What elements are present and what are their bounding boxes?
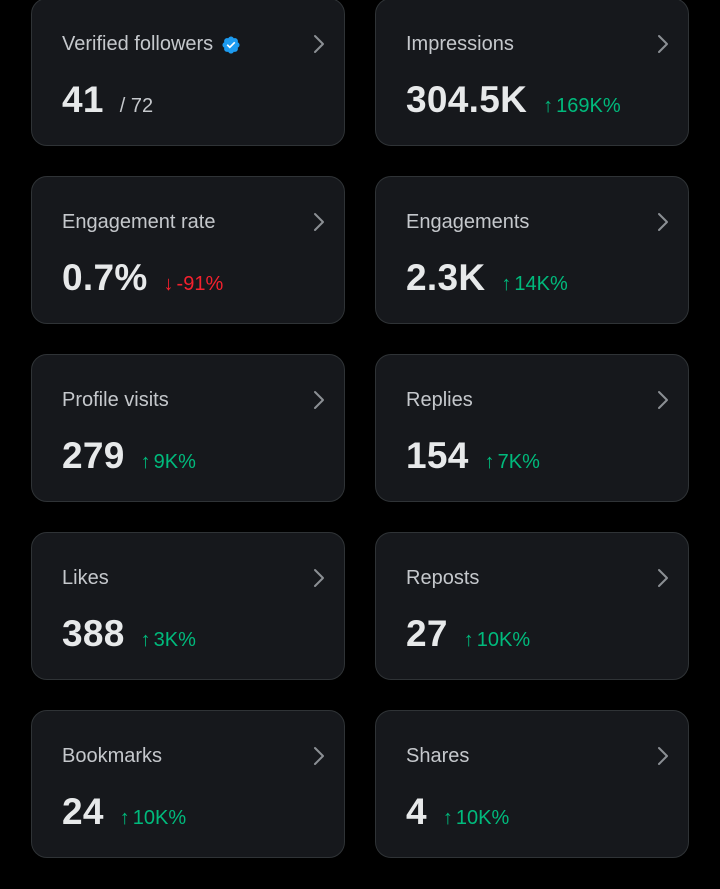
arrow-up-icon: ↑ (119, 807, 130, 829)
metric-title-label: Likes (62, 567, 109, 589)
metric-title: Bookmarks (62, 745, 162, 768)
metric-value-row: 4 ↑ 10K% (406, 791, 509, 833)
metric-title-label: Reposts (406, 567, 480, 589)
arrow-up-icon: ↑ (463, 629, 474, 651)
metric-title-label: Bookmarks (62, 745, 163, 767)
metric-value-row: 41 / 72 (62, 79, 153, 121)
chevron-right-icon (314, 747, 324, 765)
metric-title: Verified followers (62, 33, 241, 56)
metric-change-value: 169K% (556, 95, 621, 117)
metric-value-row: 154 ↑ 7K% (406, 435, 540, 477)
chevron-right-icon (658, 35, 668, 53)
verified-badge-icon (222, 35, 240, 54)
metric-value-row: 279 ↑ 9K% (62, 435, 196, 477)
metric-title: Impressions (406, 33, 514, 56)
arrow-up-icon: ↑ (543, 95, 554, 117)
metric-change: ↑ 169K% (543, 95, 621, 118)
metric-card-replies[interactable]: Replies 154 ↑ 7K% (375, 354, 689, 502)
metric-title-label: Profile visits (62, 389, 169, 411)
chevron-right-icon (314, 569, 324, 587)
metric-value: 24 (62, 791, 104, 832)
chevron-right-icon (314, 213, 324, 231)
metrics-grid: Verified followers 41 / 72 Impressions 304.5… (31, 0, 689, 858)
chevron-right-icon (314, 391, 324, 409)
metric-change-value: 14K% (514, 273, 568, 295)
metric-title: Replies (406, 389, 473, 412)
metric-change-value: 10K% (476, 629, 531, 651)
metric-value: 4 (406, 791, 427, 832)
metric-value-row: 27 ↑ 10K% (406, 613, 530, 655)
metric-change: ↑ 10K% (443, 807, 509, 830)
metric-value-row: 2.3K ↑ 14K% (406, 257, 568, 299)
metric-value: 27 (406, 613, 448, 654)
metric-value: 388 (62, 613, 125, 654)
chevron-right-icon (658, 213, 668, 231)
metric-value-row: 0.7% ↓ -91% (62, 257, 223, 299)
metric-value: 0.7% (62, 257, 148, 298)
metric-value: 2.3K (406, 257, 486, 298)
metric-title: Engagement rate (62, 211, 215, 234)
metric-card-engagements[interactable]: Engagements 2.3K ↑ 14K% (375, 176, 689, 324)
metric-change-value: 9K% (153, 451, 196, 473)
metric-card-shares[interactable]: Shares 4 ↑ 10K% (375, 710, 689, 858)
metric-title: Shares (406, 745, 469, 768)
metric-card-profile-visits[interactable]: Profile visits 279 ↑ 9K% (31, 354, 345, 502)
metric-value: 154 (406, 435, 469, 476)
arrow-down-icon: ↓ (163, 273, 174, 295)
metric-value-row: 388 ↑ 3K% (62, 613, 196, 655)
metric-value: 41 (62, 79, 104, 120)
metric-title-label: Impressions (406, 33, 514, 55)
arrow-up-icon: ↑ (501, 273, 512, 295)
metric-change-value: 10K% (132, 807, 187, 829)
metric-title: Likes (62, 567, 109, 590)
chevron-right-icon (658, 747, 668, 765)
metric-change: ↑ 14K% (501, 273, 567, 296)
metric-change: ↑ 3K% (141, 629, 196, 652)
metric-title-label: Replies (406, 389, 473, 411)
chevron-right-icon (658, 569, 668, 587)
metric-change-value: 7K% (497, 451, 540, 473)
metric-value: 304.5K (406, 79, 528, 120)
metric-value: 279 (62, 435, 125, 476)
arrow-up-icon: ↑ (442, 807, 453, 829)
metric-title: Engagements (406, 211, 529, 234)
chevron-right-icon (658, 391, 668, 409)
metric-card-engagement-rate[interactable]: Engagement rate 0.7% ↓ -91% (31, 176, 345, 324)
metric-title-label: Shares (406, 745, 470, 767)
arrow-up-icon: ↑ (140, 629, 151, 651)
metric-card-verified-followers[interactable]: Verified followers 41 / 72 (31, 0, 345, 146)
metric-change-value: -91% (176, 273, 224, 295)
metric-change: ↑ 10K% (464, 629, 530, 652)
metric-card-bookmarks[interactable]: Bookmarks 24 ↑ 10K% (31, 710, 345, 858)
metric-change: ↑ 10K% (120, 807, 186, 830)
metric-card-likes[interactable]: Likes 388 ↑ 3K% (31, 532, 345, 680)
metric-title-label: Engagements (406, 211, 530, 233)
metric-title: Profile visits (62, 389, 169, 412)
chevron-right-icon (314, 35, 324, 53)
metric-title-label: Engagement rate (62, 211, 216, 233)
metric-change: ↑ 9K% (141, 451, 196, 474)
metric-change-value: 3K% (153, 629, 196, 651)
arrow-up-icon: ↑ (484, 451, 495, 473)
metric-title-label: Verified followers (62, 33, 214, 55)
metric-total: / 72 (119, 95, 154, 117)
metric-change: ↓ -91% (164, 273, 224, 296)
metric-value-row: 24 ↑ 10K% (62, 791, 186, 833)
metric-change-value: 10K% (455, 807, 510, 829)
metric-title: Reposts (406, 567, 479, 590)
metric-card-reposts[interactable]: Reposts 27 ↑ 10K% (375, 532, 689, 680)
metric-value-row: 304.5K ↑ 169K% (406, 79, 621, 121)
arrow-up-icon: ↑ (140, 451, 151, 473)
metric-card-impressions[interactable]: Impressions 304.5K ↑ 169K% (375, 0, 689, 146)
metric-change: ↑ 7K% (485, 451, 540, 474)
